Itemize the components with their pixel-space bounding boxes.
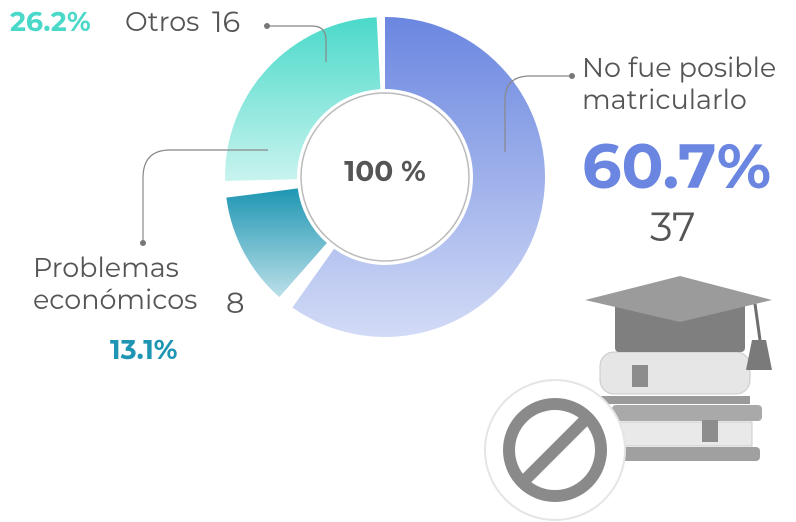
donut-slice: [224, 17, 381, 181]
leader-lines: [142, 25, 572, 243]
category-label: No fue posible matricularlo: [582, 51, 777, 117]
books-icon: [585, 276, 772, 461]
count-label: 16: [212, 5, 241, 40]
percentage-label: 60.7%: [582, 128, 772, 204]
count-label: 8: [226, 286, 245, 321]
category-label: Problemas económicos: [33, 251, 198, 317]
donut-slice: [292, 17, 546, 337]
category-label: Otros: [125, 5, 200, 38]
percentage-label: 13.1%: [110, 333, 178, 366]
count-label: 37: [650, 203, 696, 252]
no-sign-icon: [484, 379, 626, 521]
donut-slice: [226, 188, 327, 298]
center-ring: [300, 92, 470, 262]
percentage-label: 26.2%: [10, 5, 91, 38]
leader-dots: [140, 23, 575, 246]
center-label: 100 %: [344, 155, 426, 189]
